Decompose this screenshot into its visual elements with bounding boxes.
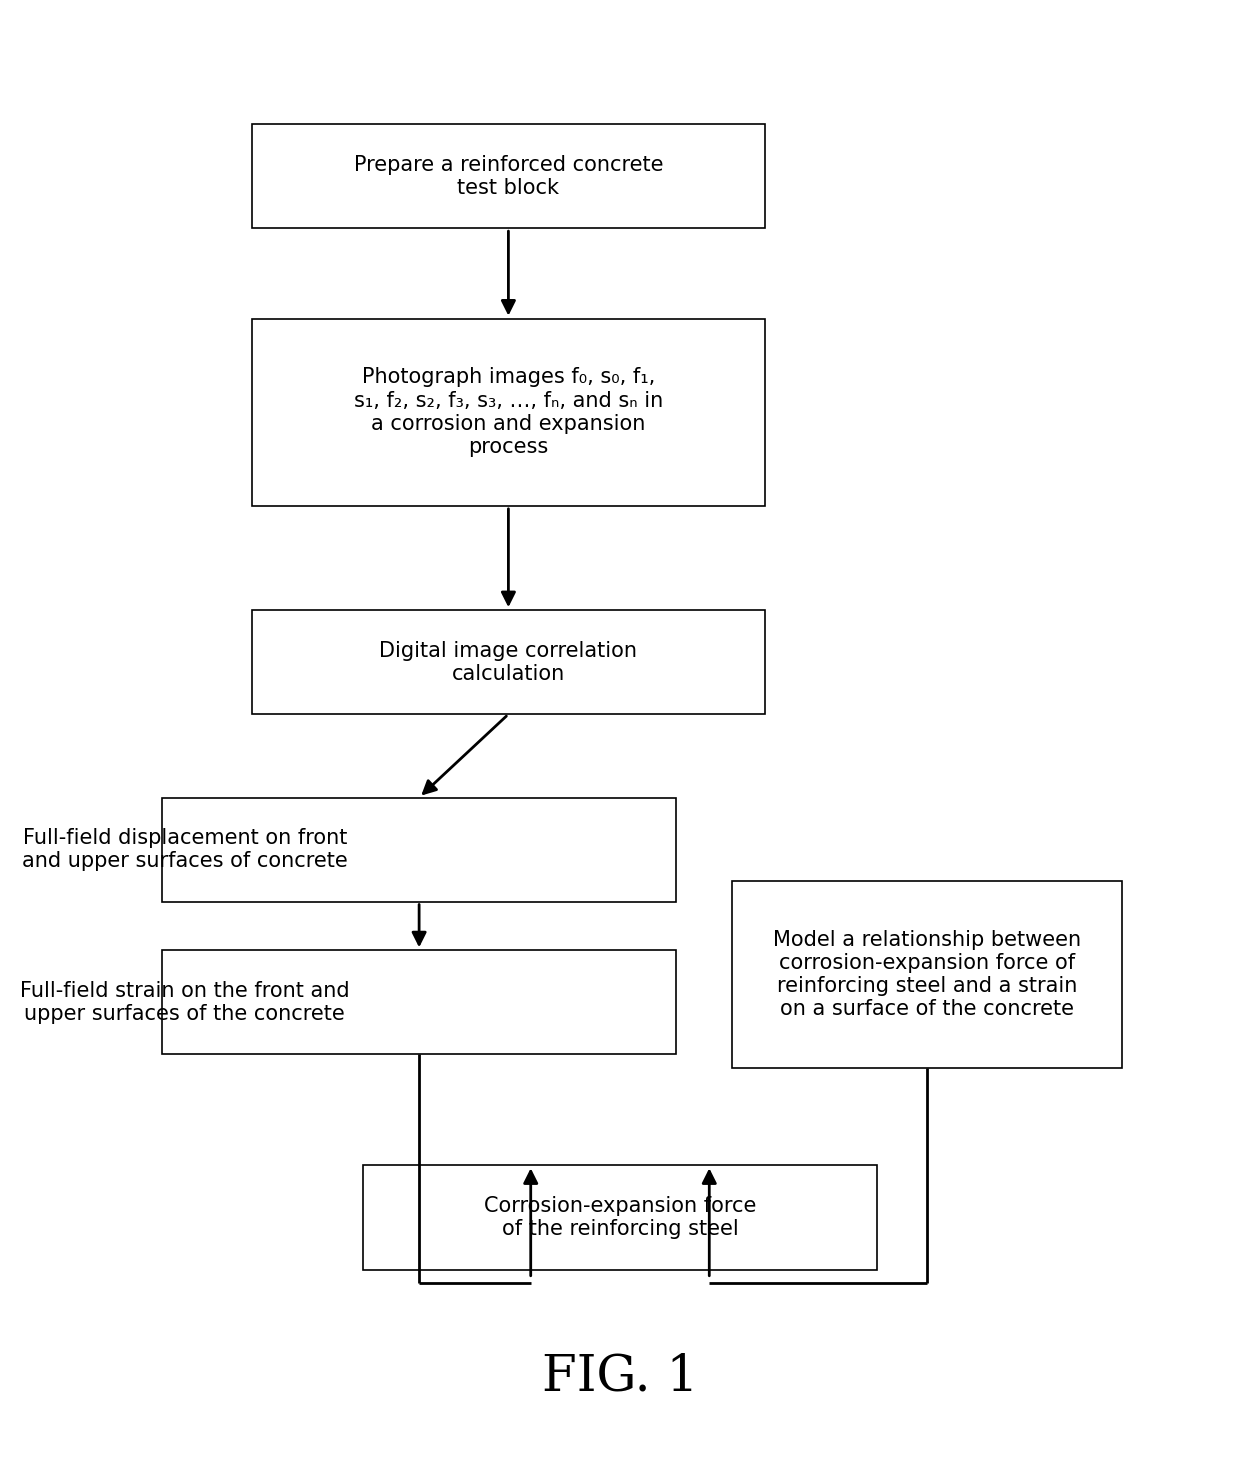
Text: Digital image correlation
calculation: Digital image correlation calculation xyxy=(379,641,637,684)
FancyBboxPatch shape xyxy=(363,1165,877,1270)
Text: FIG. 1: FIG. 1 xyxy=(542,1353,698,1402)
FancyBboxPatch shape xyxy=(162,798,676,901)
FancyBboxPatch shape xyxy=(252,124,765,229)
Text: Prepare a reinforced concrete
test block: Prepare a reinforced concrete test block xyxy=(353,155,663,198)
FancyBboxPatch shape xyxy=(252,610,765,715)
Text: Full-field displacement on front
and upper surfaces of concrete: Full-field displacement on front and upp… xyxy=(22,829,347,871)
Text: Corrosion-expansion force
of the reinforcing steel: Corrosion-expansion force of the reinfor… xyxy=(484,1196,756,1239)
Text: Photograph images f₀, s₀, f₁,
s₁, f₂, s₂, f₃, s₃, …, fₙ, and sₙ in
a corrosion a: Photograph images f₀, s₀, f₁, s₁, f₂, s₂… xyxy=(353,368,663,456)
FancyBboxPatch shape xyxy=(732,880,1122,1068)
Text: Full-field strain on the front and
upper surfaces of the concrete: Full-field strain on the front and upper… xyxy=(20,981,350,1024)
FancyBboxPatch shape xyxy=(252,319,765,507)
FancyBboxPatch shape xyxy=(162,950,676,1055)
Text: Model a relationship between
corrosion-expansion force of
reinforcing steel and : Model a relationship between corrosion-e… xyxy=(773,929,1081,1019)
